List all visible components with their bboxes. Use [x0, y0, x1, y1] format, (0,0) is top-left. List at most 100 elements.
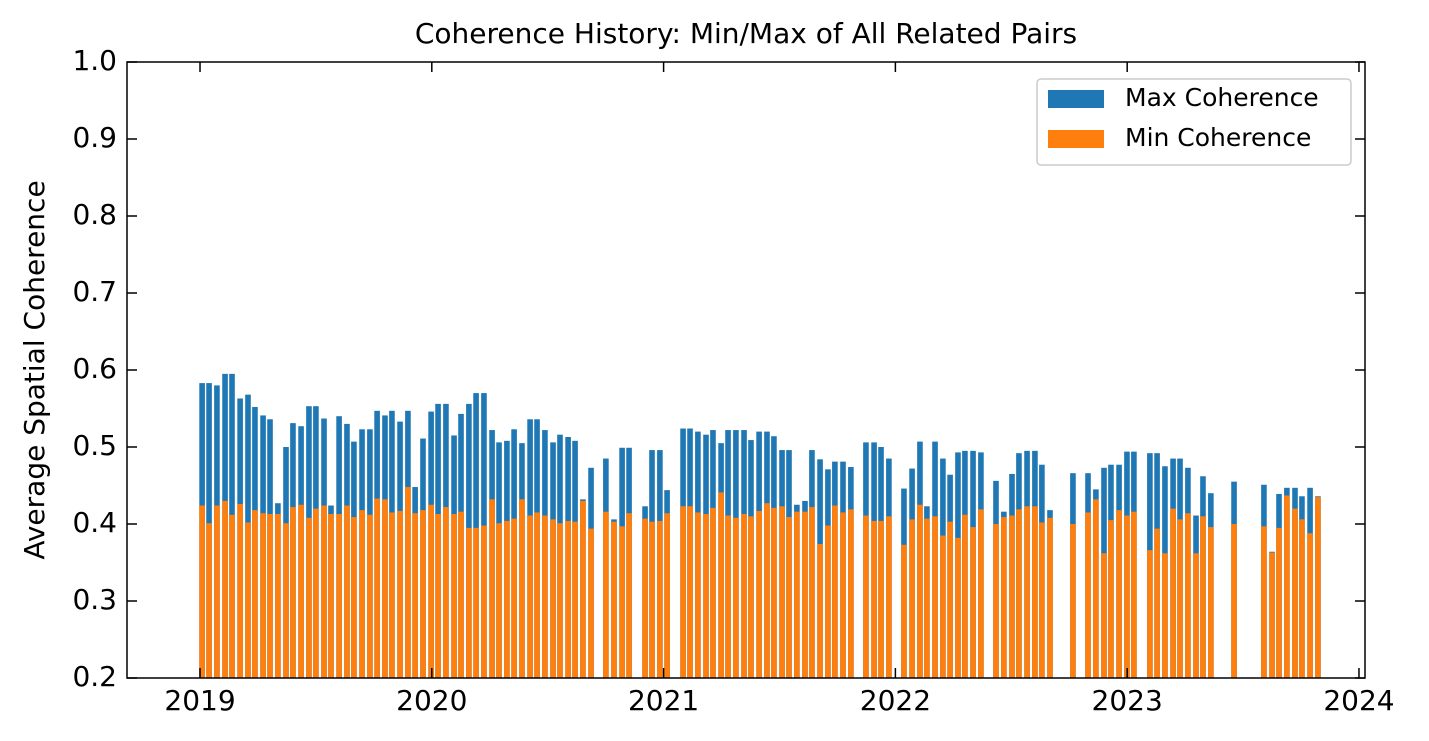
bar: [603, 511, 609, 678]
bar: [229, 514, 235, 678]
y-tick-label: 0.9: [72, 121, 117, 154]
bar: [1231, 524, 1237, 678]
bar: [550, 519, 556, 678]
bar: [748, 516, 754, 678]
bar: [917, 504, 923, 678]
bar: [725, 515, 731, 678]
legend-swatch: [1048, 130, 1104, 148]
bar: [1299, 519, 1305, 678]
bar: [382, 499, 388, 678]
bar: [1093, 499, 1099, 678]
bar: [741, 513, 747, 678]
bar: [764, 503, 770, 678]
bar: [1047, 517, 1053, 678]
bar: [1108, 520, 1114, 678]
y-axis-label: Average Spatial Coherence: [18, 180, 51, 559]
y-tick-label: 0.3: [72, 583, 117, 616]
y-tick-label: 0.4: [72, 506, 117, 539]
x-tick-label: 2019: [164, 684, 235, 717]
bar: [367, 514, 373, 678]
bar: [687, 506, 693, 678]
bar: [420, 510, 426, 678]
bar: [222, 500, 228, 678]
bar: [1124, 515, 1130, 678]
bar: [489, 499, 495, 678]
bar: [1261, 526, 1267, 678]
bar: [389, 512, 395, 678]
bar: [932, 516, 938, 678]
bar: [245, 522, 251, 678]
bar: [1208, 527, 1214, 678]
bar: [680, 506, 686, 678]
bar: [1193, 553, 1199, 678]
bar: [1292, 508, 1298, 678]
bar: [359, 510, 365, 678]
bar: [756, 510, 762, 678]
bar: [1032, 506, 1038, 678]
bar: [260, 513, 266, 678]
bar: [328, 513, 334, 678]
bar: [809, 507, 815, 678]
bar: [962, 514, 968, 678]
bar: [1276, 527, 1282, 678]
bar: [1101, 553, 1107, 678]
bar: [695, 512, 701, 678]
bar: [451, 513, 457, 678]
bar: [504, 520, 510, 678]
bar: [1154, 528, 1160, 678]
bar: [275, 513, 281, 678]
bar: [626, 513, 632, 678]
bar: [336, 513, 342, 678]
bar: [1116, 510, 1122, 678]
bar: [825, 525, 831, 678]
y-tick-label: 1.0: [72, 44, 117, 77]
bar: [718, 492, 724, 678]
bar: [802, 511, 808, 678]
bar: [1009, 515, 1015, 678]
bar: [1039, 522, 1045, 678]
bar: [1284, 495, 1290, 678]
bar: [557, 523, 563, 678]
y-tick-label: 0.7: [72, 275, 117, 308]
bar: [947, 521, 953, 678]
bar: [534, 512, 540, 678]
bar: [1177, 519, 1183, 678]
bar: [298, 504, 304, 678]
bar: [344, 505, 350, 678]
bar: [955, 537, 961, 678]
x-tick-label: 2022: [860, 684, 931, 717]
y-tick-label: 0.5: [72, 429, 117, 462]
bar: [527, 515, 533, 678]
bar: [611, 521, 617, 678]
bar: [664, 513, 670, 678]
bar: [519, 499, 525, 678]
bar: [1162, 553, 1168, 678]
bar: [313, 508, 319, 678]
bar: [832, 505, 838, 678]
bar: [351, 517, 357, 678]
bar: [237, 503, 243, 678]
bar: [649, 521, 655, 678]
bar: [1070, 524, 1076, 678]
bar: [978, 509, 984, 678]
bar: [466, 527, 472, 678]
bar: [267, 513, 273, 678]
bar: [786, 517, 792, 678]
bar: [710, 507, 716, 678]
bar: [733, 517, 739, 678]
bar: [588, 528, 594, 678]
x-tick-label: 2020: [396, 684, 467, 717]
bar: [1001, 517, 1007, 678]
bar: [374, 498, 380, 678]
y-tick-label: 0.8: [72, 198, 117, 231]
bar: [511, 518, 517, 678]
bar: [863, 515, 869, 678]
bar: [1016, 509, 1022, 678]
bar: [619, 526, 625, 678]
legend-label: Max Coherence: [1125, 83, 1319, 112]
bar: [572, 521, 578, 678]
bar: [970, 527, 976, 678]
bar: [703, 513, 709, 678]
bar: [1147, 550, 1153, 678]
